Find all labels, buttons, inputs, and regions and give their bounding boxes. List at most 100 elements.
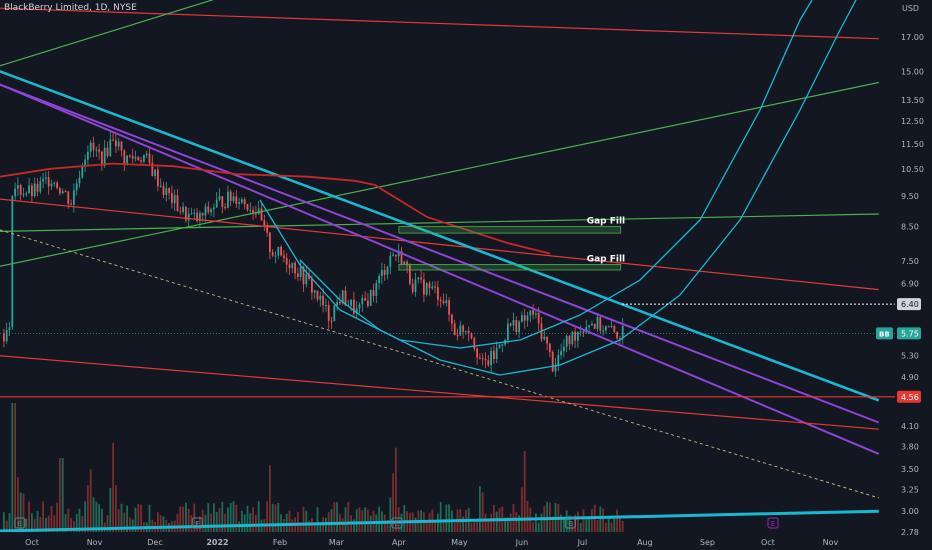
candle-body: [61, 191, 64, 194]
candle-body: [157, 169, 159, 187]
candle-body: [84, 159, 86, 167]
volume-bar: [523, 450, 526, 533]
volume-bar: [213, 503, 215, 533]
volume-bar: [515, 512, 518, 533]
volume-bar: [585, 517, 588, 533]
earnings-icon[interactable]: [14, 517, 26, 529]
trendline-green[interactable]: [0, 0, 236, 67]
volume-bar: [613, 518, 616, 533]
candle-body: [75, 183, 78, 191]
volume-bar: [148, 504, 151, 533]
candle-body: [406, 261, 408, 266]
volume-bar: [619, 517, 621, 533]
y-tick-label: 10.50: [901, 165, 924, 174]
volume-bar: [92, 497, 95, 533]
volume-bar: [313, 522, 316, 533]
trendline-purple[interactable]: [0, 83, 880, 455]
candle-body: [526, 315, 529, 321]
volume-bar: [560, 514, 562, 533]
candle-body: [495, 347, 498, 359]
time-axis-panel: [0, 532, 895, 550]
volume-bar: [330, 509, 333, 533]
candle-body: [596, 317, 599, 329]
candle-body: [252, 209, 254, 214]
candle-body: [563, 346, 565, 352]
y-tick-label: 11.50: [901, 140, 924, 149]
candle-body: [481, 357, 484, 359]
candle-body: [521, 315, 523, 322]
candle-body: [619, 338, 621, 340]
candle-body: [204, 206, 207, 216]
earnings-icon[interactable]: [391, 517, 403, 529]
trendline-purple[interactable]: [0, 83, 880, 424]
candle-body: [585, 327, 588, 333]
y-tick-label: 3.00: [901, 507, 919, 516]
candle-body: [45, 177, 47, 179]
candle-body: [325, 305, 327, 306]
curved-channel-1[interactable]: [259, 0, 813, 349]
candle-body: [490, 350, 492, 366]
candle-body: [280, 246, 282, 256]
candle-body: [409, 265, 411, 284]
trendline-red[interactable]: [0, 355, 879, 430]
last-price-tag-text: 5.75: [901, 329, 919, 338]
drawing-lines[interactable]: [0, 0, 895, 533]
y-tick-label: 15.00: [901, 67, 924, 76]
volume-bar: [182, 506, 184, 533]
volume-bar: [479, 486, 481, 533]
volume-bar: [78, 508, 81, 533]
volume-bar: [507, 517, 509, 533]
symbol-tag: [876, 327, 893, 340]
candle-body: [462, 325, 464, 332]
volume-bar: [210, 513, 212, 533]
volume-bar: [22, 493, 25, 533]
candle-body: [593, 323, 596, 329]
candle-body: [159, 185, 162, 187]
candle-body: [448, 300, 450, 315]
curved-channel-2[interactable]: [299, 0, 857, 376]
volume-bar: [215, 512, 218, 533]
candle-body: [70, 203, 72, 205]
volume-bar: [89, 469, 92, 533]
candle-body: [8, 327, 11, 331]
gap-fill-label: Gap Fill: [587, 254, 625, 264]
trendline-cyan[interactable]: [0, 70, 880, 402]
candle-body: [59, 188, 61, 194]
candle-body: [395, 254, 397, 257]
trendline-green[interactable]: [0, 81, 879, 267]
volume-bar: [540, 513, 543, 533]
volume-bar: [532, 522, 534, 533]
volume-bar: [115, 485, 117, 533]
earnings-icon[interactable]: [564, 517, 576, 529]
earnings-icon-glyph: E: [195, 520, 199, 528]
volume-bar: [73, 521, 75, 533]
volume-bar: [591, 509, 593, 533]
x-tick-label: Aug: [637, 538, 653, 547]
trendline-red[interactable]: [0, 198, 879, 291]
candle-body: [109, 139, 112, 157]
volume-bar: [98, 504, 100, 533]
candle-body: [400, 250, 403, 265]
volume-bar: [123, 512, 126, 533]
moving-average-line[interactable]: [0, 162, 551, 255]
trendline-cyan[interactable]: [0, 509, 879, 533]
volume-bar: [476, 519, 478, 533]
trendline-red[interactable]: [0, 7, 879, 40]
candle-body: [299, 266, 302, 277]
earnings-icon[interactable]: [191, 517, 203, 529]
candle-body: [42, 178, 44, 182]
candle-body: [336, 301, 338, 306]
volume-bar: [257, 501, 260, 533]
volume-bar: [70, 518, 72, 533]
gap-fill-zone: [398, 226, 622, 234]
volume-bar: [535, 513, 537, 533]
trendline-green[interactable]: [0, 213, 879, 232]
volume-bar: [112, 442, 114, 533]
candle-body: [171, 193, 173, 204]
volume-bar: [605, 522, 607, 533]
candle-body: [182, 206, 184, 212]
candle-body: [515, 320, 518, 333]
y-tick-label: 9.50: [901, 192, 919, 201]
upcoming-earnings-icon[interactable]: [767, 517, 779, 529]
